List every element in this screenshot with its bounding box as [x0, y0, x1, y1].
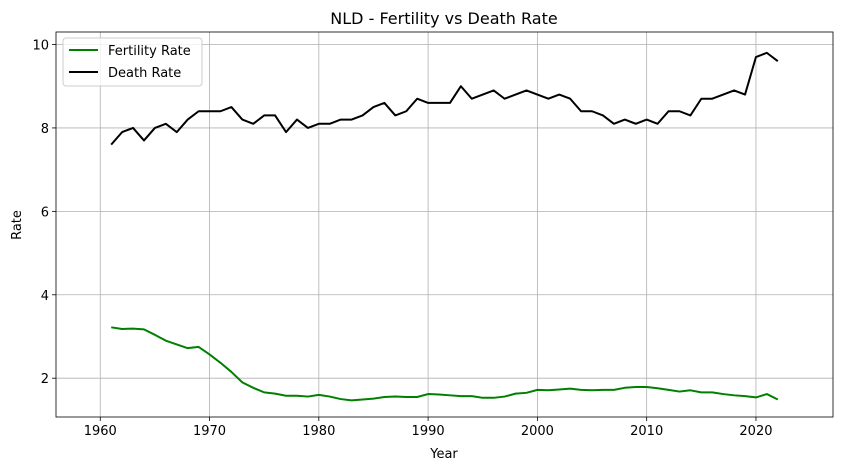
- x-tick-label: 1990: [412, 424, 445, 439]
- legend-label-death-rate: Death Rate: [108, 66, 181, 81]
- x-tick-label: 1980: [302, 424, 335, 439]
- x-axis: 1960 1970 1980 1990 2000 2010 2020: [84, 417, 773, 439]
- series-group: [110, 51, 779, 402]
- x-tick-label: 1970: [193, 424, 226, 439]
- x-axis-label: Year: [429, 447, 458, 462]
- grid: [56, 32, 833, 417]
- x-tick-label: 2000: [521, 424, 554, 439]
- y-tick-label: 4: [41, 289, 49, 304]
- plot-area-frame: [55, 31, 834, 418]
- legend-label-fertility-rate: Fertility Rate: [108, 44, 191, 59]
- y-tick-label: 10: [32, 39, 49, 54]
- y-axis-label: Rate: [10, 210, 25, 240]
- x-tick-label: 2010: [630, 424, 663, 439]
- chart-title: NLD - Fertility vs Death Rate: [330, 9, 557, 28]
- x-tick-label: 1960: [84, 424, 117, 439]
- series-line-fertility-rate: [111, 326, 779, 402]
- y-tick-label: 2: [41, 372, 49, 387]
- x-tick-label: 2020: [739, 424, 772, 439]
- y-tick-label: 6: [41, 205, 49, 220]
- legend: Fertility Rate Death Rate: [62, 37, 203, 87]
- y-axis: 2 4 6 8 10: [32, 39, 56, 387]
- y-tick-label: 8: [41, 122, 49, 137]
- series-line-death-rate: [110, 51, 779, 146]
